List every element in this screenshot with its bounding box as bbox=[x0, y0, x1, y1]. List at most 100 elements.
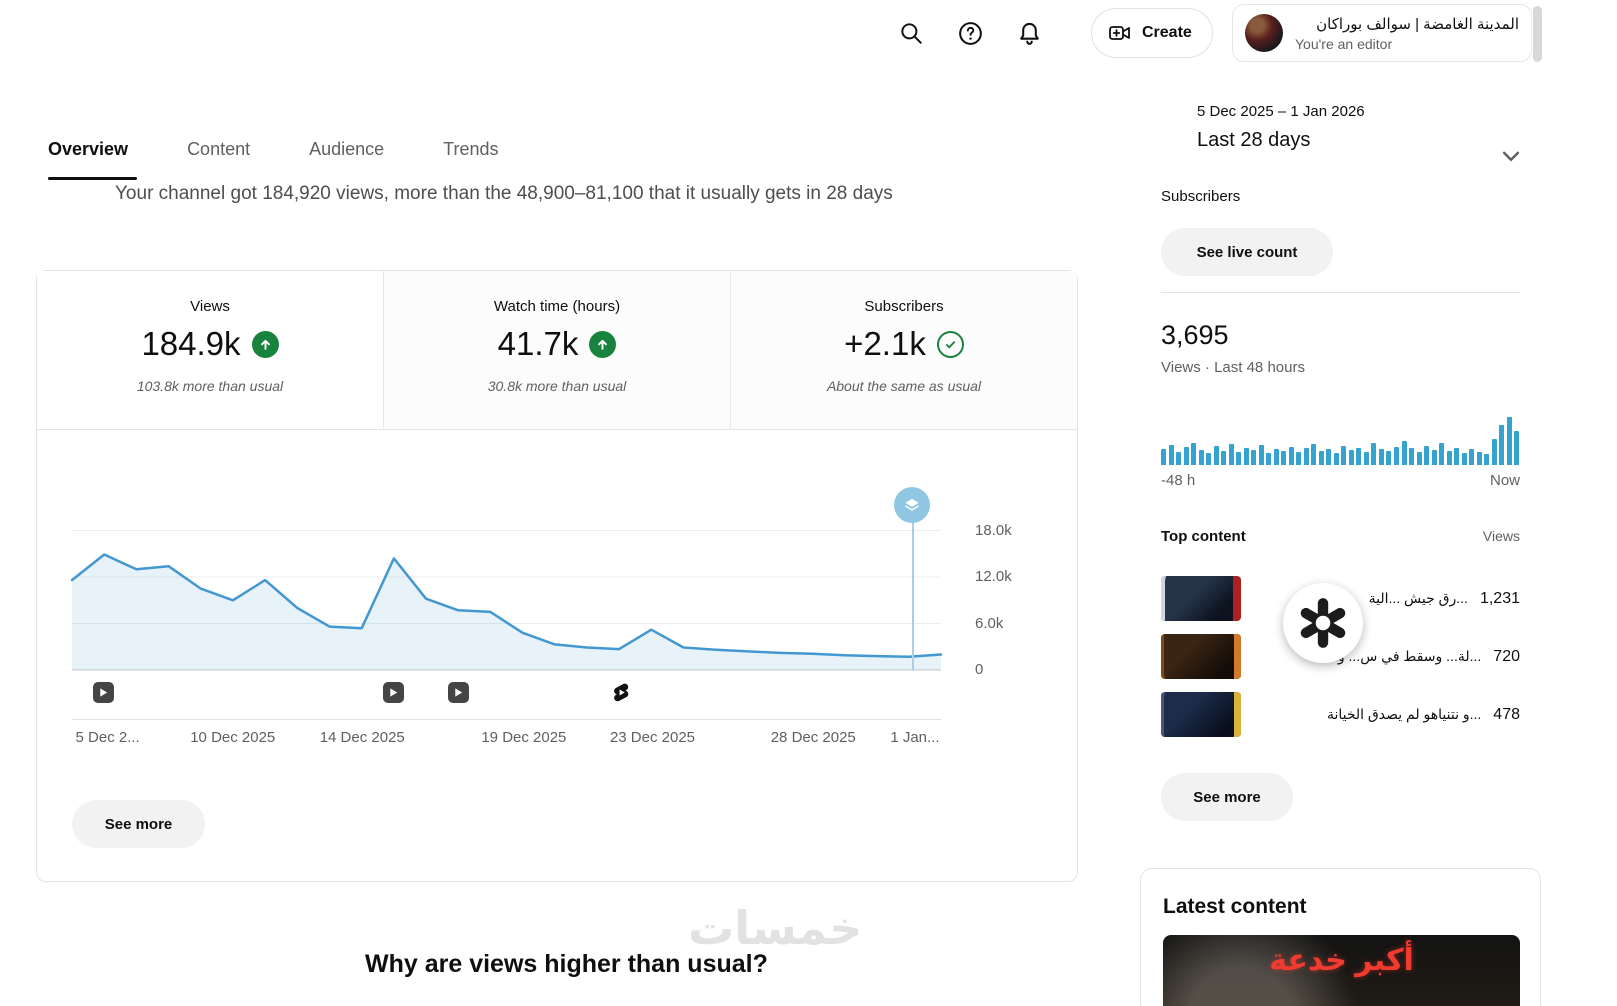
metric-note: 103.8k more than usual bbox=[136, 378, 284, 394]
metric-value: +2.1k bbox=[731, 325, 1077, 363]
realtime-bar bbox=[1341, 446, 1347, 465]
realtime-bar bbox=[1198, 450, 1204, 465]
y-axis-tick: 12.0k bbox=[975, 568, 1012, 585]
realtime-bar bbox=[1401, 441, 1407, 465]
realtime-bar bbox=[1221, 451, 1227, 465]
shorts-marker-icon[interactable] bbox=[611, 682, 632, 703]
realtime-bar bbox=[1476, 452, 1482, 465]
top-bar-actions: Create bbox=[891, 0, 1213, 66]
x-axis-tick: 28 Dec 2025 bbox=[770, 729, 856, 746]
create-video-icon bbox=[1109, 26, 1130, 40]
metric-value: 184.9k bbox=[37, 325, 383, 363]
views-column-label: Views bbox=[1482, 528, 1520, 544]
realtime-bar bbox=[1258, 445, 1264, 465]
realtime-bar bbox=[1213, 446, 1219, 465]
analytics-tabs: Overview Content Audience Trends bbox=[48, 136, 499, 162]
tab-audience[interactable]: Audience bbox=[309, 138, 385, 159]
realtime-bar bbox=[1409, 448, 1415, 465]
video-marker-icon[interactable] bbox=[92, 682, 114, 703]
realtime-bar bbox=[1296, 452, 1302, 465]
tab-overview[interactable]: Overview bbox=[48, 138, 129, 159]
metric-label: Views bbox=[190, 298, 230, 315]
sidebar-divider bbox=[1161, 292, 1520, 293]
create-label: Create bbox=[1142, 24, 1192, 41]
realtime-bar bbox=[1161, 449, 1167, 465]
realtime-bar bbox=[1288, 447, 1294, 465]
date-range-text: 5 Dec 2025 – 1 Jan 2026 bbox=[1197, 103, 1365, 120]
top-bar: Create المدينة الغامضة | سوالف بوراكان Y… bbox=[0, 0, 1617, 78]
channel-account-card[interactable]: المدينة الغامضة | سوالف بوراكان You're a… bbox=[1232, 4, 1532, 62]
analytics-overview-card: Views 184.9k 103.8k more than usual Watch t… bbox=[36, 270, 1078, 882]
realtime-bar bbox=[1168, 445, 1174, 465]
notifications-button[interactable] bbox=[1009, 13, 1049, 53]
realtime-bar bbox=[1386, 451, 1392, 465]
metric-note: 30.8k more than usual bbox=[487, 378, 627, 394]
active-tab-underline bbox=[48, 177, 137, 180]
current-date-marker-line bbox=[912, 505, 914, 670]
realtime-bar-chart bbox=[1161, 415, 1520, 465]
top-content-row[interactable]: ...رق جيش ...الية 1,231 bbox=[1161, 576, 1520, 621]
up-arrow-icon bbox=[251, 330, 279, 358]
y-axis-tick: 0 bbox=[975, 661, 984, 678]
insight-question-heading: Why are views higher than usual? bbox=[365, 950, 768, 978]
realtime-bar bbox=[1461, 453, 1467, 465]
realtime-bar bbox=[1424, 446, 1430, 465]
top-content-row[interactable]: ...و نتنياهو لم يصدق الخيانة 478 bbox=[1161, 692, 1520, 737]
realtime-bar bbox=[1514, 431, 1520, 465]
chevron-down-icon bbox=[1502, 151, 1520, 161]
video-thumbnail bbox=[1161, 576, 1241, 621]
realtime-bar bbox=[1491, 439, 1497, 465]
realtime-axis-end: Now bbox=[1489, 472, 1520, 489]
create-button[interactable]: Create bbox=[1091, 8, 1213, 58]
sidebar-see-more-button[interactable]: See more bbox=[1161, 773, 1293, 821]
top-content-row[interactable]: ...لة... وسقط في س... واحد 720 bbox=[1161, 634, 1520, 679]
realtime-bar bbox=[1281, 451, 1287, 465]
top-content-label: Top content bbox=[1161, 528, 1246, 545]
tab-trends[interactable]: Trends bbox=[443, 138, 499, 159]
channel-name: المدينة الغامضة | سوالف بوراكان bbox=[1316, 15, 1519, 33]
bell-icon bbox=[1019, 22, 1039, 45]
x-axis-tick: 5 Dec 2... bbox=[75, 729, 140, 746]
help-button[interactable] bbox=[950, 13, 990, 53]
realtime-bar bbox=[1431, 450, 1437, 465]
latest-thumbnail-text: أكبر خدعة bbox=[1269, 944, 1414, 977]
realtime-bar bbox=[1469, 449, 1475, 465]
see-live-count-button[interactable]: See live count bbox=[1161, 228, 1333, 276]
video-title: ...لة... وسقط في س... واحد bbox=[1317, 648, 1482, 664]
channel-meta: المدينة الغامضة | سوالف بوراكان You're a… bbox=[1295, 15, 1519, 52]
chatgpt-icon bbox=[1300, 598, 1346, 648]
realtime-bar bbox=[1356, 448, 1362, 465]
realtime-bar bbox=[1333, 453, 1339, 465]
video-title: ...و نتنياهو لم يصدق الخيانة bbox=[1326, 706, 1482, 722]
video-views: 1,231 bbox=[1479, 589, 1520, 607]
video-marker-icon[interactable] bbox=[448, 682, 470, 703]
realtime-subscribers-label: Subscribers bbox=[1161, 188, 1241, 205]
date-picker[interactable]: 5 Dec 2025 – 1 Jan 2026 Last 28 days bbox=[1197, 103, 1365, 152]
metric-tab-watch-time-hours-[interactable]: Watch time (hours) 41.7k 30.8k more than u… bbox=[383, 271, 730, 429]
scrollbar-thumb[interactable] bbox=[1533, 6, 1542, 62]
top-content-header: Top content Views bbox=[1161, 528, 1520, 545]
metric-tab-views[interactable]: Views 184.9k 103.8k more than usual bbox=[37, 271, 383, 429]
realtime-bar bbox=[1439, 443, 1445, 465]
chart-annotation-badge[interactable] bbox=[894, 487, 930, 523]
realtime-bar bbox=[1506, 417, 1512, 465]
realtime-bar bbox=[1378, 449, 1384, 465]
x-axis-tick: 19 Dec 2025 bbox=[481, 729, 567, 746]
metric-label: Subscribers bbox=[864, 298, 944, 315]
see-more-button[interactable]: See more bbox=[72, 800, 205, 848]
metric-label: Watch time (hours) bbox=[493, 298, 621, 315]
search-button[interactable] bbox=[891, 13, 931, 53]
x-axis-tick: 1 Jan... bbox=[890, 729, 940, 746]
realtime-bar bbox=[1206, 453, 1212, 465]
realtime-bar bbox=[1176, 452, 1182, 465]
latest-content-thumbnail[interactable]: أكبر خدعة bbox=[1163, 935, 1520, 1006]
metric-tab-subscribers[interactable]: Subscribers +2.1k About the same as usual bbox=[730, 271, 1077, 429]
date-picker-expand-button[interactable] bbox=[1494, 140, 1528, 174]
help-icon bbox=[958, 21, 982, 45]
latest-content-card: Latest content أكبر خدعة bbox=[1140, 868, 1541, 1006]
tab-content[interactable]: Content bbox=[187, 138, 251, 159]
channel-role: You're an editor bbox=[1295, 35, 1393, 52]
video-marker-icon[interactable] bbox=[383, 682, 405, 703]
realtime-bar bbox=[1348, 450, 1354, 465]
realtime-bar bbox=[1326, 449, 1332, 465]
